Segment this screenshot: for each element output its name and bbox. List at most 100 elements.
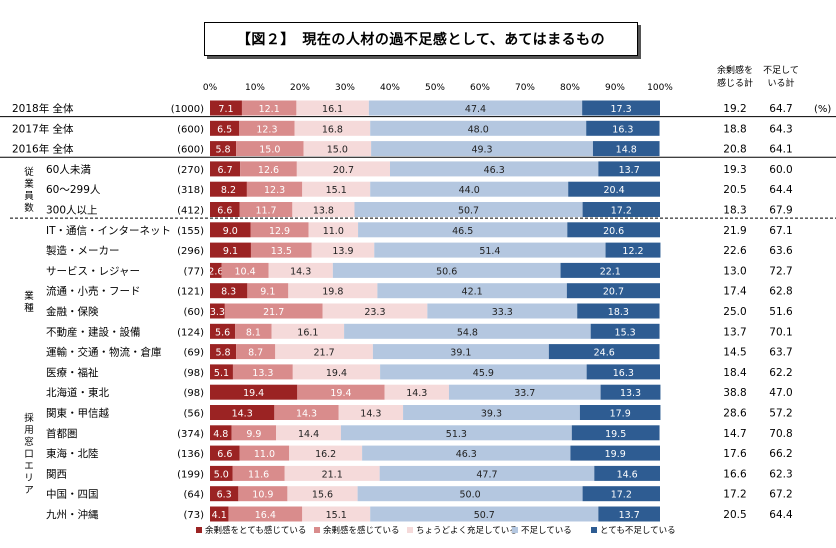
bar-value-label: 19.4 [326, 368, 347, 379]
bar-value-label: 7.1 [218, 104, 233, 115]
bar-segment [275, 344, 373, 360]
shortage-total: 60.0 [769, 164, 792, 176]
x-tick-label: 0% [203, 83, 218, 93]
row-label: 不動産・建設・設備 [46, 325, 141, 338]
bar-segment [210, 202, 240, 217]
bar-segment [377, 283, 567, 299]
bar-segment [268, 262, 333, 278]
bar-value-label: 6.6 [217, 449, 232, 460]
bar-segment [594, 465, 660, 481]
row-sample-size: (69) [183, 348, 204, 359]
bar-segment [340, 425, 572, 441]
bar-segment [210, 303, 225, 319]
bar-segment [403, 405, 580, 420]
surplus-total: 18.4 [723, 367, 747, 379]
bar-value-label: 21.7 [313, 348, 334, 359]
surplus-total: 13.7 [723, 326, 746, 338]
summary-header: いる計 [767, 77, 794, 89]
legend-label: 余剰感を感じている [323, 525, 400, 536]
shortage-total: 70.8 [769, 428, 792, 440]
bar-segment [579, 405, 661, 420]
bar-segment [600, 384, 661, 400]
shortage-total: 67.1 [769, 225, 792, 237]
bar-value-label: 16.8 [322, 124, 343, 135]
bar-value-label: 54.8 [457, 327, 478, 338]
bar-value-label: 15.1 [326, 510, 347, 521]
row-sample-size: (136) [177, 449, 204, 460]
bar-value-label: 50.6 [436, 266, 457, 277]
bar-value-label: 9.1 [260, 287, 275, 298]
legend-swatch [591, 527, 597, 533]
bar-value-label: 24.6 [594, 348, 615, 359]
bar-value-label: 42.1 [462, 287, 483, 298]
row-label: 関西 [46, 468, 67, 480]
shortage-total: 64.4 [769, 184, 793, 196]
surplus-total: 17.6 [723, 448, 747, 460]
chart-title: 【図２】 現在の人材の過不足感として、あてはまるもの [204, 22, 638, 56]
bar-value-label: 17.3 [610, 104, 631, 115]
bar-segment [592, 141, 660, 157]
bar-value-label: 16.3 [613, 368, 634, 379]
surplus-total: 38.8 [723, 387, 746, 399]
bar-value-label: 17.2 [611, 206, 632, 217]
group-label-char: 口 [24, 449, 34, 460]
bar-segment [384, 384, 449, 400]
group-label-char: 業 [24, 290, 34, 302]
bar-value-label: 13.3 [620, 388, 641, 399]
row-label: 300人以上 [46, 205, 98, 217]
summary-header: 感じる計 [717, 77, 753, 89]
bar-value-label: 50.7 [474, 510, 495, 521]
bar-value-label: 18.3 [608, 307, 629, 318]
row-label: 北海道・東北 [46, 386, 109, 399]
shortage-total: 70.1 [769, 326, 792, 338]
row-label: 2016年 全体 [12, 143, 74, 156]
bar-value-label: 13.8 [313, 206, 334, 217]
bar-segment [247, 283, 289, 299]
bar-segment [210, 120, 240, 136]
bar-segment [239, 202, 293, 217]
shortage-total: 72.7 [769, 265, 792, 277]
row-sample-size: (199) [177, 469, 204, 480]
bar-segment [284, 465, 380, 481]
surplus-total: 14.5 [723, 347, 746, 359]
legend-swatch [314, 527, 320, 533]
bar-segment [427, 303, 578, 319]
summary-header: 不足して [763, 65, 799, 76]
bar-value-label: 5.8 [215, 348, 230, 359]
bar-segment [240, 161, 297, 177]
bar-value-label: 11.6 [248, 469, 269, 480]
bar-segment [390, 161, 599, 177]
bar-segment [210, 486, 239, 502]
surplus-total: 18.8 [723, 123, 746, 135]
legend-label: ちょうどよく充足している [416, 525, 518, 536]
bar-segment [210, 100, 242, 116]
row-label: 金融・保険 [46, 305, 99, 318]
bar-segment [362, 445, 571, 461]
shortage-total: 64.4 [769, 509, 793, 521]
x-tick-label: 80% [560, 83, 580, 93]
bar-segment [210, 141, 237, 157]
x-tick-label: 90% [605, 83, 625, 93]
shortage-total: 64.7 [769, 103, 792, 115]
surplus-total: 14.7 [723, 428, 746, 440]
row-sample-size: (296) [177, 246, 204, 257]
bar-value-label: 14.3 [296, 409, 317, 420]
bar-value-label: 4.1 [212, 510, 227, 521]
bar-segment [210, 506, 229, 522]
bar-value-label: 2.6 [208, 266, 223, 277]
bar-segment [210, 262, 222, 278]
bar-segment [210, 181, 247, 197]
row-label: 九州・沖縄 [46, 508, 99, 521]
bar-segment [276, 425, 341, 441]
bar-segment [598, 161, 660, 177]
bar-value-label: 11.0 [254, 449, 275, 460]
bar-value-label: 8.7 [248, 348, 263, 359]
bar-segment [297, 384, 385, 400]
bar-value-label: 13.9 [332, 246, 353, 257]
surplus-total: 20.8 [723, 144, 746, 156]
row-label: IT・通信・インターネット [46, 225, 171, 237]
bar-value-label: 5.6 [215, 327, 230, 338]
bar-segment [210, 384, 298, 400]
bar-value-label: 12.9 [269, 226, 290, 237]
legend-label: 不足している [521, 526, 572, 536]
